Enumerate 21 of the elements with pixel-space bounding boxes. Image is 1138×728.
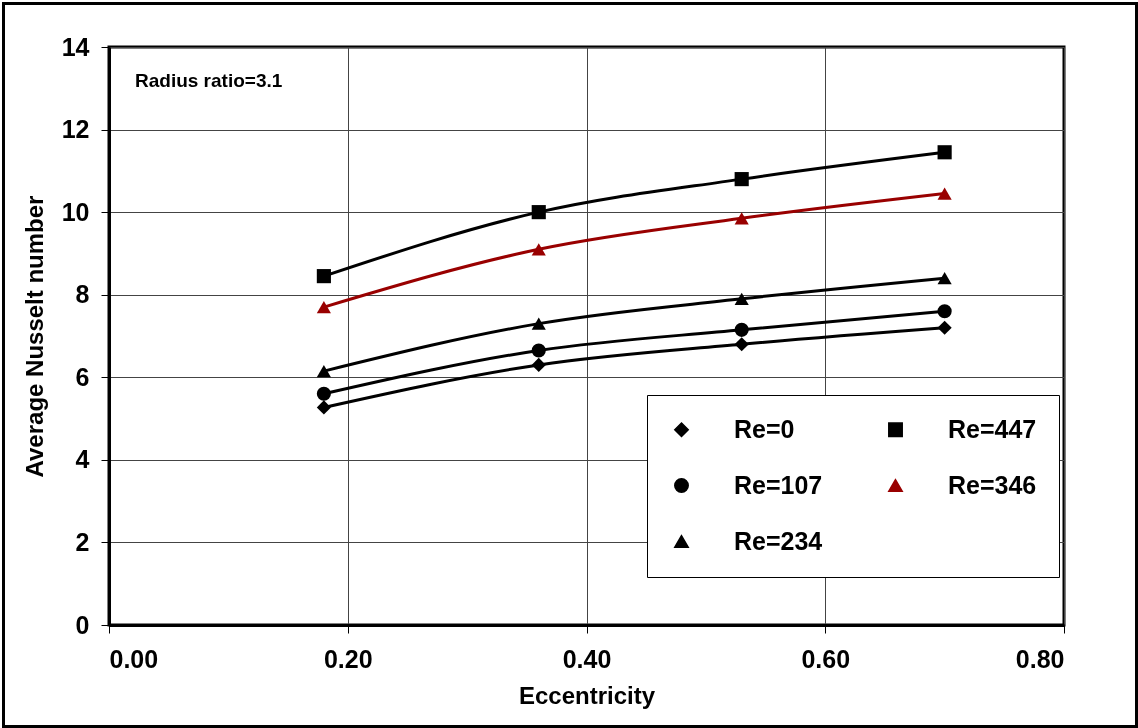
x-tick-label: 0.60: [801, 644, 851, 673]
y-tick-label: 0: [75, 610, 90, 639]
x-tick-label: 0.00: [109, 644, 159, 673]
y-tick-label: 6: [75, 362, 90, 391]
x-tick-label: 0.80: [1015, 644, 1065, 673]
y-tick-label: 8: [75, 280, 90, 309]
y-tick-label: 14: [61, 32, 90, 61]
y-axis-title: Average Nusselt number: [20, 195, 48, 478]
x-tick-label: 0.20: [323, 644, 373, 673]
legend-label: Re=234: [734, 526, 823, 555]
legend-label: Re=447: [948, 414, 1037, 443]
y-tick-label: 12: [61, 115, 90, 144]
x-axis-title: Eccentricity: [518, 681, 656, 709]
x-tick-label: 0.40: [562, 644, 612, 673]
annotation: Radius ratio=3.1: [135, 70, 283, 91]
legend-label: Re=346: [948, 470, 1037, 499]
y-tick-label: 2: [75, 527, 90, 556]
legend-label: Re=0: [734, 414, 795, 443]
y-tick-label: 4: [75, 445, 90, 474]
y-tick-label: 10: [61, 197, 90, 226]
legend-label: Re=107: [734, 470, 823, 499]
